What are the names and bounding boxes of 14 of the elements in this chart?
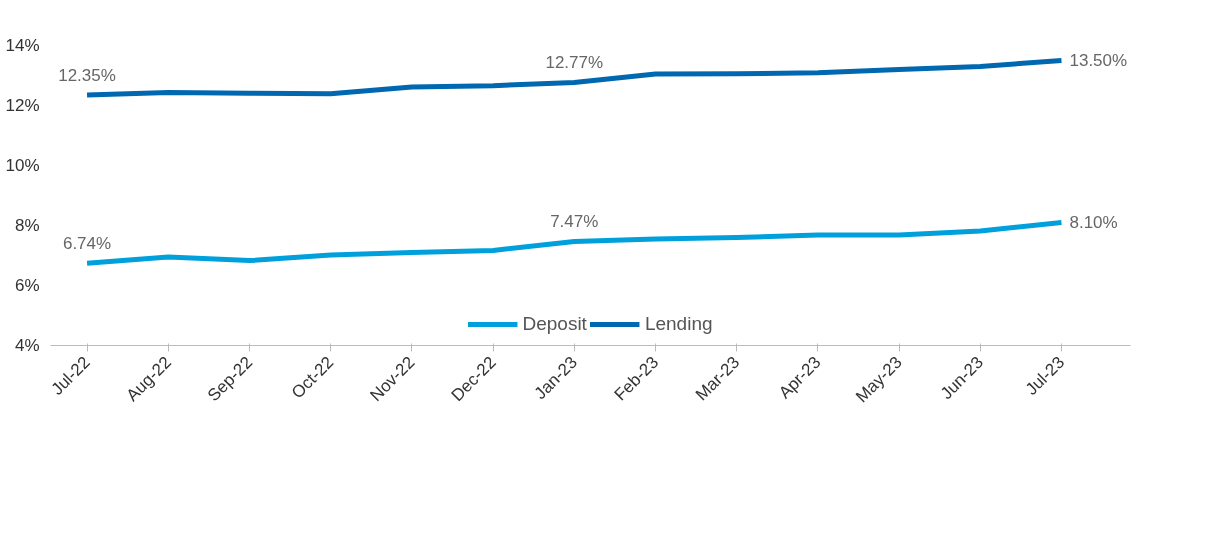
y-tick-label: 12% [5, 96, 40, 115]
legend-label: Lending [644, 313, 713, 335]
data-label: 13.50% [1069, 51, 1128, 70]
data-label: 6.74% [62, 234, 112, 254]
data-label: 12.77% [545, 53, 604, 73]
y-tick-label: 4% [14, 336, 40, 355]
data-label: 12.35% [58, 66, 116, 85]
data-label: 8.10% [1069, 213, 1118, 232]
data-label: 7.47% [550, 212, 599, 232]
y-tick-label: 14% [5, 36, 40, 55]
y-tick-label: 6% [14, 276, 40, 295]
y-tick-label: 10% [5, 156, 40, 175]
legend-label: Deposit [522, 313, 587, 335]
y-tick-label: 8% [14, 216, 40, 235]
